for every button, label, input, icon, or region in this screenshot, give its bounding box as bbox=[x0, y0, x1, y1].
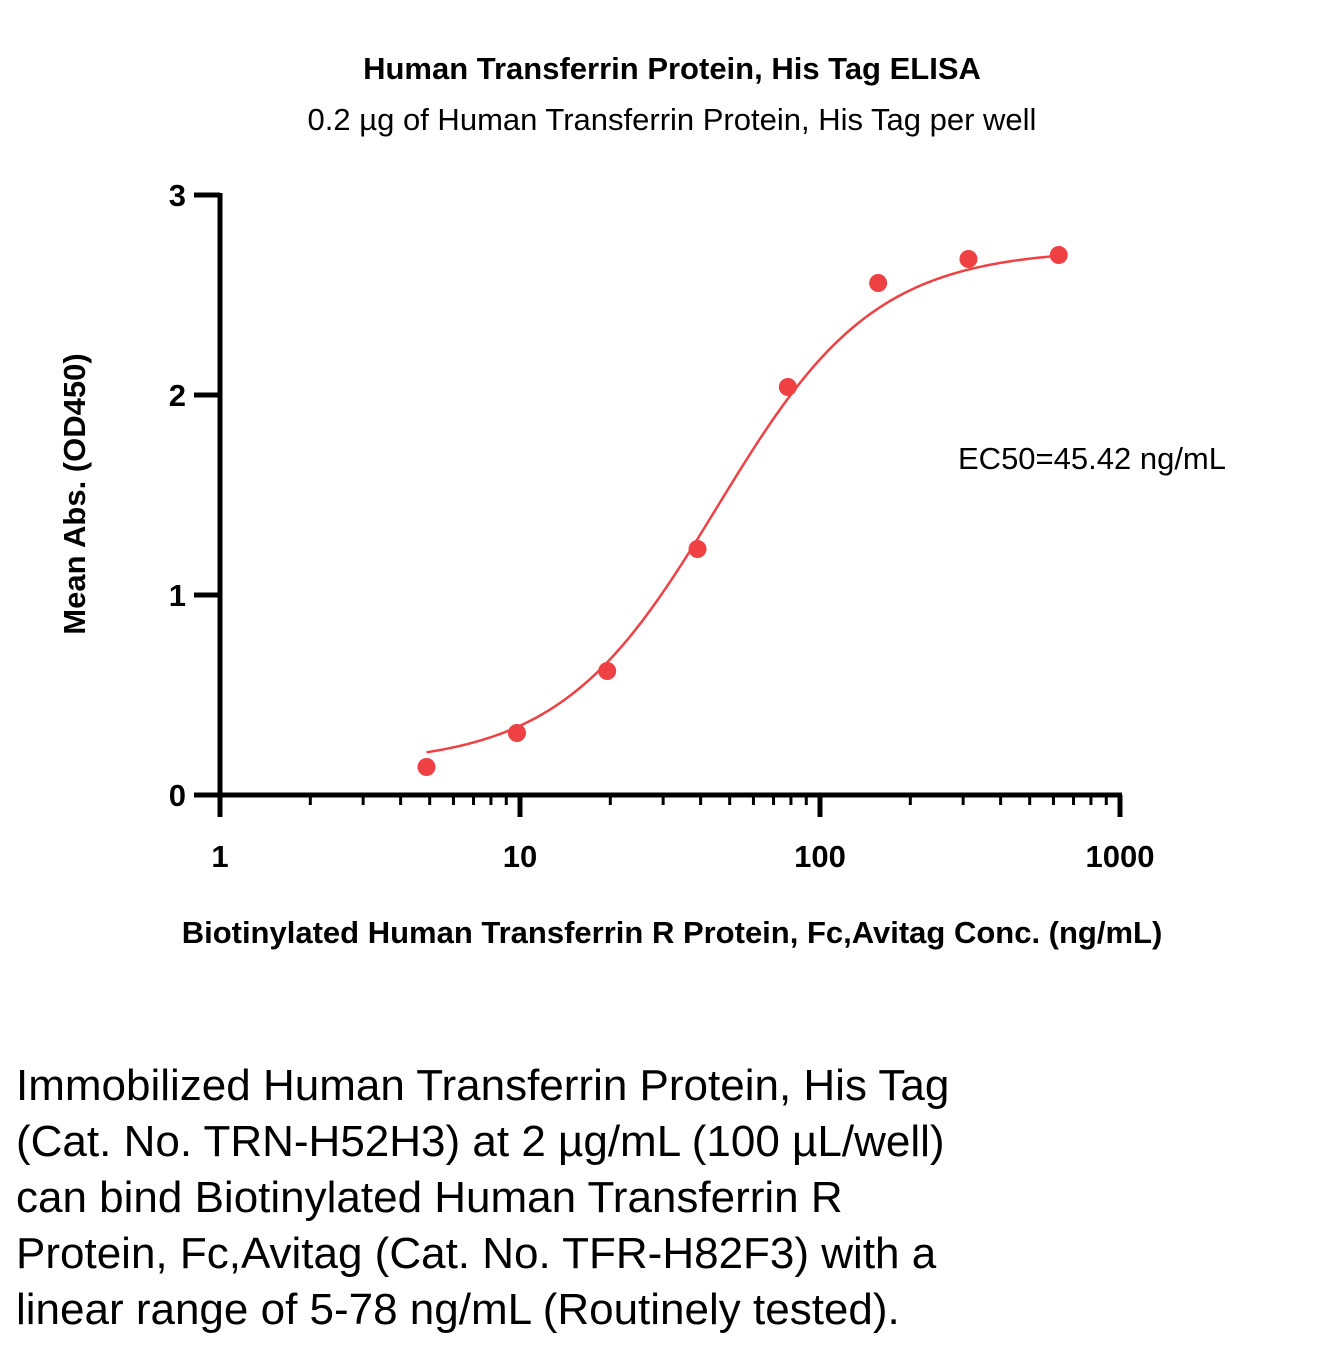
y-tick-label: 2 bbox=[169, 378, 186, 413]
x-tick-label: 1000 bbox=[1086, 839, 1155, 874]
x-tick-label: 10 bbox=[503, 839, 537, 874]
caption-line: can bind Biotinylated Human Transferrin … bbox=[16, 1173, 843, 1222]
data-point bbox=[959, 250, 978, 268]
caption-line: Immobilized Human Transferrin Protein, H… bbox=[16, 1061, 950, 1110]
ec50-annotation: EC50=45.42 ng/mL bbox=[958, 441, 1226, 476]
chart-title: Human Transferrin Protein, His Tag ELISA bbox=[363, 51, 981, 86]
data-point bbox=[1049, 246, 1068, 264]
data-point bbox=[598, 662, 617, 680]
x-tick-label: 100 bbox=[794, 839, 846, 874]
y-tick-label: 3 bbox=[169, 178, 186, 213]
plot-area bbox=[417, 246, 1068, 776]
y-tick-label: 1 bbox=[169, 578, 186, 613]
y-tick-label: 0 bbox=[169, 778, 186, 813]
data-point bbox=[778, 378, 797, 396]
chart-subtitle: 0.2 µg of Human Transferrin Protein, His… bbox=[308, 102, 1037, 137]
caption-line: (Cat. No. TRN-H52H3) at 2 µg/mL (100 µL/… bbox=[16, 1117, 945, 1166]
x-axis-label: Biotinylated Human Transferrin R Protein… bbox=[182, 915, 1163, 950]
caption: Immobilized Human Transferrin Protein, H… bbox=[16, 1058, 1306, 1338]
caption-line: Protein, Fc,Avitag (Cat. No. TFR-H82F3) … bbox=[16, 1229, 937, 1278]
fit-curve bbox=[426, 254, 1059, 754]
data-point bbox=[688, 540, 707, 558]
data-point bbox=[417, 758, 436, 776]
x-tick-label: 1 bbox=[211, 839, 228, 874]
data-point bbox=[869, 274, 888, 292]
caption-line: linear range of 5-78 ng/mL (Routinely te… bbox=[16, 1285, 900, 1334]
elisa-chart: Human Transferrin Protein, His Tag ELISA… bbox=[57, 51, 1226, 950]
data-point bbox=[507, 724, 526, 742]
y-axis-label: Mean Abs. (OD450) bbox=[57, 353, 92, 634]
